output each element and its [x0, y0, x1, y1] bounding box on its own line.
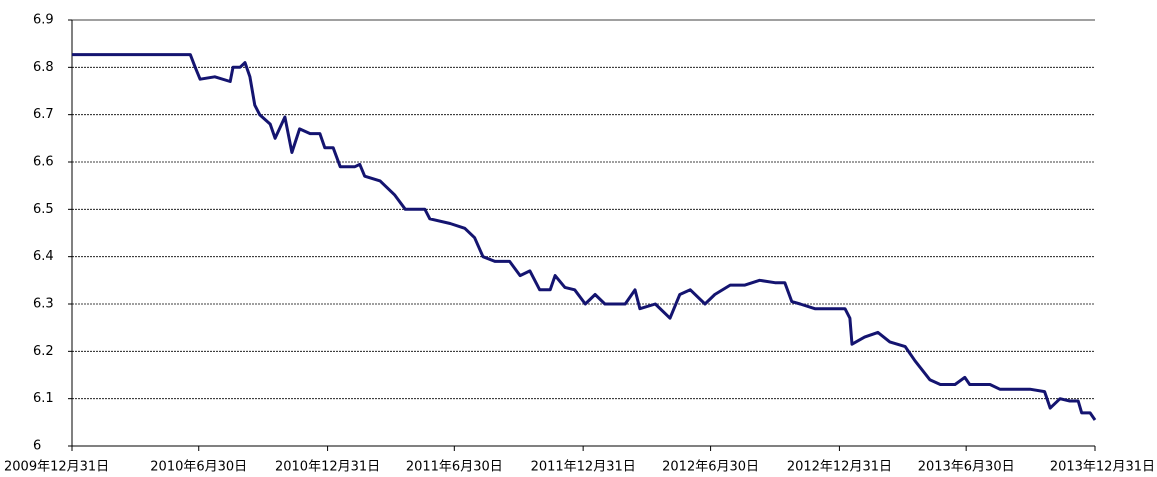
data-line	[72, 53, 1097, 421]
x-tick-label: 2010年6月30日	[150, 460, 247, 475]
y-tick-label: 6.5	[33, 202, 54, 217]
x-tick-label: 2013年6月30日	[918, 460, 1015, 475]
y-tick-label: 6.7	[33, 107, 54, 122]
y-tick-label: 6.9	[33, 13, 54, 28]
y-tick-label: 6	[33, 439, 41, 454]
y-tick-label: 6.3	[33, 297, 54, 312]
y-tick-label: 6.2	[33, 344, 54, 359]
x-tick-label: 2010年12月31日	[275, 460, 380, 475]
x-tick-label: 2013年12月31日	[1050, 460, 1155, 475]
x-tick-label: 2011年6月30日	[406, 460, 503, 475]
y-tick-label: 6.4	[33, 249, 54, 264]
y-tick-label: 6.8	[33, 60, 54, 75]
x-tick-label: 2009年12月31日	[4, 460, 109, 475]
x-tick-label: 2011年12月31日	[531, 460, 636, 475]
x-tick-label: 2012年6月30日	[662, 460, 759, 475]
x-tick-label: 2012年12月31日	[787, 460, 892, 475]
y-tick-label: 6.6	[33, 155, 54, 170]
y-tick-label: 6.1	[33, 391, 54, 406]
